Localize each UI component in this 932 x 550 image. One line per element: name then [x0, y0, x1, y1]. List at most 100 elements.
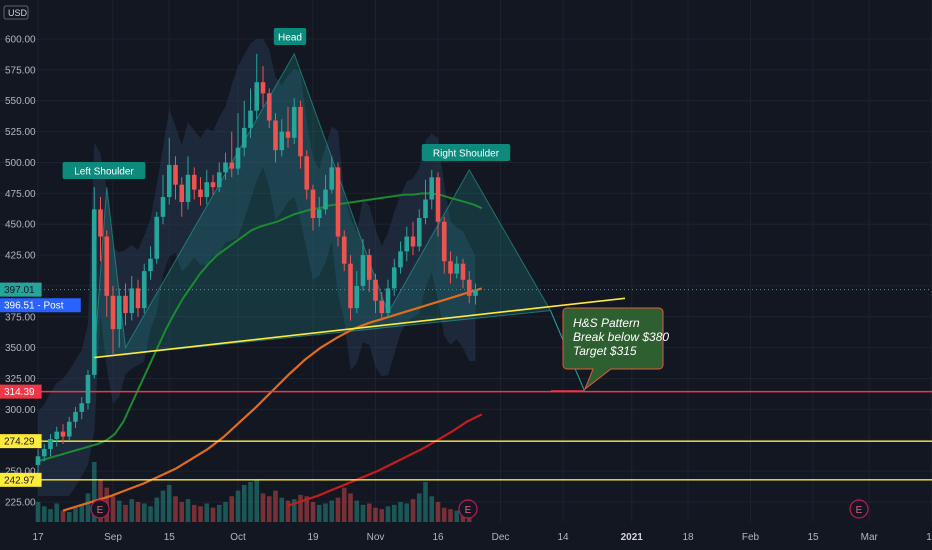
candle-body — [129, 288, 135, 314]
candle-body — [379, 300, 385, 314]
pattern-labels: Left Shoulder Head Right Shoulder — [62, 28, 511, 179]
volume-bar — [60, 510, 66, 522]
candle-body — [110, 295, 116, 330]
candle-body — [441, 221, 447, 262]
left-shoulder-label-bg — [62, 162, 146, 179]
candle-body — [385, 288, 391, 314]
candle-body — [135, 288, 141, 309]
candle-body — [229, 162, 235, 169]
candle-body — [341, 236, 347, 264]
candle-body — [298, 106, 303, 157]
volume-bar — [198, 506, 203, 522]
candle-body — [241, 127, 247, 148]
volume-bar — [448, 509, 453, 522]
volume-bar — [441, 507, 447, 522]
candle-body — [291, 106, 297, 138]
note-bubble — [562, 307, 664, 391]
candle-body — [435, 177, 441, 222]
volume-bar — [148, 506, 153, 522]
volume-bar — [123, 504, 128, 522]
candle-body — [360, 255, 366, 286]
volume-bar — [191, 504, 197, 522]
candle-body — [223, 162, 228, 173]
candle-body — [104, 236, 110, 296]
candle-body — [154, 216, 160, 259]
y-tick-label: 475.00 — [5, 189, 36, 200]
candle-body — [429, 177, 435, 200]
price-tag-bg — [0, 384, 42, 399]
note-line-2: Break below $380 — [573, 330, 669, 344]
volume-bar — [110, 496, 116, 522]
price-tag-bg — [0, 298, 81, 313]
candle-body — [35, 456, 41, 465]
x-tick-label: 16 — [432, 532, 444, 543]
y-tick-label: 250.00 — [5, 467, 36, 478]
volume-bar — [310, 502, 316, 522]
volume-bar — [248, 482, 253, 522]
sma-red-line — [287, 413, 483, 507]
volume-bar — [79, 504, 85, 522]
candle-body — [304, 156, 310, 190]
volume-bar — [335, 497, 341, 522]
currency-label: USD — [8, 8, 28, 18]
candle-body — [54, 431, 60, 440]
y-tick-label: 450.00 — [5, 220, 36, 231]
y-tick-label: 425.00 — [5, 251, 36, 262]
head-label-bg — [273, 28, 307, 45]
left-shoulder-label: Left Shoulder — [74, 167, 134, 178]
price-axis[interactable]: USD225.00250.00275.00300.00325.00350.003… — [0, 5, 81, 509]
candle-body — [323, 189, 328, 210]
volume-bar — [85, 493, 91, 522]
candle-body — [348, 263, 353, 309]
volume-bar — [166, 484, 172, 522]
volume-bar — [48, 509, 53, 522]
x-tick-label: 15 — [926, 532, 932, 543]
price-tag-label: 397.01 — [4, 285, 35, 296]
candle-body — [210, 182, 216, 188]
volume-bar — [360, 504, 366, 522]
right-shoulder-label: Right Shoulder — [433, 149, 500, 160]
x-tick-label: Sep — [104, 532, 122, 543]
volume-bar — [398, 502, 403, 522]
x-tick-label: Feb — [742, 532, 760, 543]
volume-bar — [385, 506, 391, 522]
candle-body — [310, 189, 316, 219]
volume-bar — [160, 490, 166, 522]
note-line-3: Target $315 — [573, 344, 637, 358]
candle-body — [198, 189, 203, 198]
candle-body — [473, 290, 478, 296]
candlesticks — [35, 53, 478, 474]
volume-bar — [298, 494, 303, 522]
volume-bar — [35, 502, 41, 522]
earnings-marker — [90, 499, 110, 519]
right-shoulder-label-bg — [421, 144, 511, 161]
y-tick-label: 525.00 — [5, 127, 36, 138]
x-tick-label: Mar — [861, 532, 879, 543]
volume-bar — [210, 507, 216, 522]
candle-body — [423, 199, 428, 219]
volume-bar — [379, 509, 385, 522]
x-tick-label: 14 — [557, 532, 569, 543]
price-tag-label: 242.97 — [4, 475, 35, 486]
candle-body — [185, 174, 191, 202]
candle-body — [273, 120, 278, 151]
candle-body — [329, 167, 335, 190]
band-fill — [38, 39, 476, 496]
volume-bar — [348, 493, 353, 522]
volume-bar — [341, 487, 347, 522]
y-tick-label: 550.00 — [5, 96, 36, 107]
y-tick-label: 225.00 — [5, 498, 36, 509]
pattern-shape — [93, 52, 552, 359]
earnings-marker — [458, 499, 478, 519]
candle-body — [454, 263, 460, 274]
volume-bar — [135, 502, 141, 522]
time-axis[interactable]: 17 Sep 15 Oct 19 Nov 16 Dec 14 2021 18 Feb 15 Mar 15 — [32, 532, 932, 543]
volume-bar — [354, 500, 360, 522]
x-tick-label: Nov — [367, 532, 385, 543]
volume-bar — [154, 497, 160, 522]
volume-bar — [41, 506, 47, 522]
y-tick-label: 300.00 — [5, 405, 36, 416]
